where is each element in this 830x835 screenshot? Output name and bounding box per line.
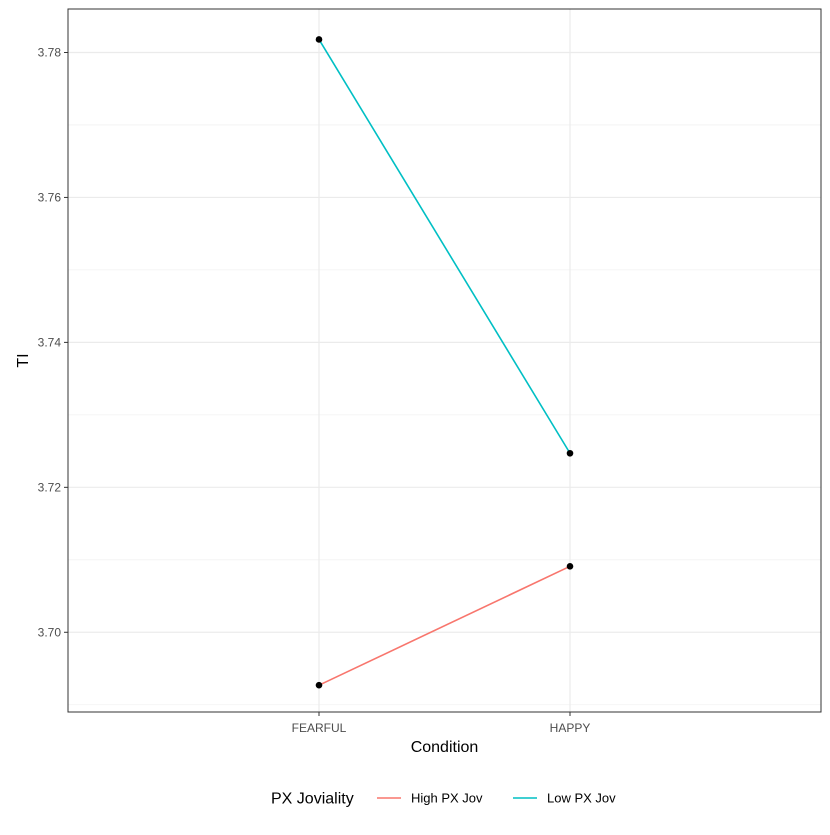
- y-tick-label: 3.76: [38, 190, 62, 204]
- series-lines: [318, 39, 571, 686]
- data-point: [315, 681, 323, 689]
- y-axis-ticks: 3.70 3.72 3.74 3.76 3.78: [38, 45, 68, 639]
- minor-gridlines: [68, 124, 821, 706]
- data-point: [566, 449, 574, 457]
- major-gridlines: [68, 9, 821, 712]
- data-point: [566, 563, 574, 570]
- series-line: [318, 39, 571, 454]
- y-tick-label: 3.70: [38, 625, 62, 639]
- series-line: [318, 565, 571, 686]
- x-axis-ticks: FEARFUL HAPPY: [292, 712, 591, 735]
- legend-items: High PX Jov Low PX Jov: [377, 791, 616, 806]
- x-axis-title: Condition: [411, 739, 479, 756]
- x-tick-label: FEARFUL: [292, 721, 347, 735]
- legend-item: Low PX Jov: [513, 791, 616, 806]
- legend-label: High PX Jov: [411, 791, 483, 806]
- legend-item: High PX Jov: [377, 791, 483, 806]
- data-point: [315, 36, 323, 43]
- y-tick-label: 3.72: [38, 480, 62, 494]
- y-axis-title: TI: [15, 353, 32, 367]
- x-tick-label: HAPPY: [550, 721, 591, 735]
- y-tick-label: 3.78: [38, 45, 62, 59]
- legend: PX Joviality High PX Jov Low PX Jov: [271, 791, 616, 808]
- plot-panel-border: [67, 8, 822, 713]
- y-tick-label: 3.74: [38, 335, 62, 349]
- legend-title: PX Joviality: [271, 791, 354, 808]
- legend-label: Low PX Jov: [547, 791, 616, 806]
- series-points: [315, 36, 574, 689]
